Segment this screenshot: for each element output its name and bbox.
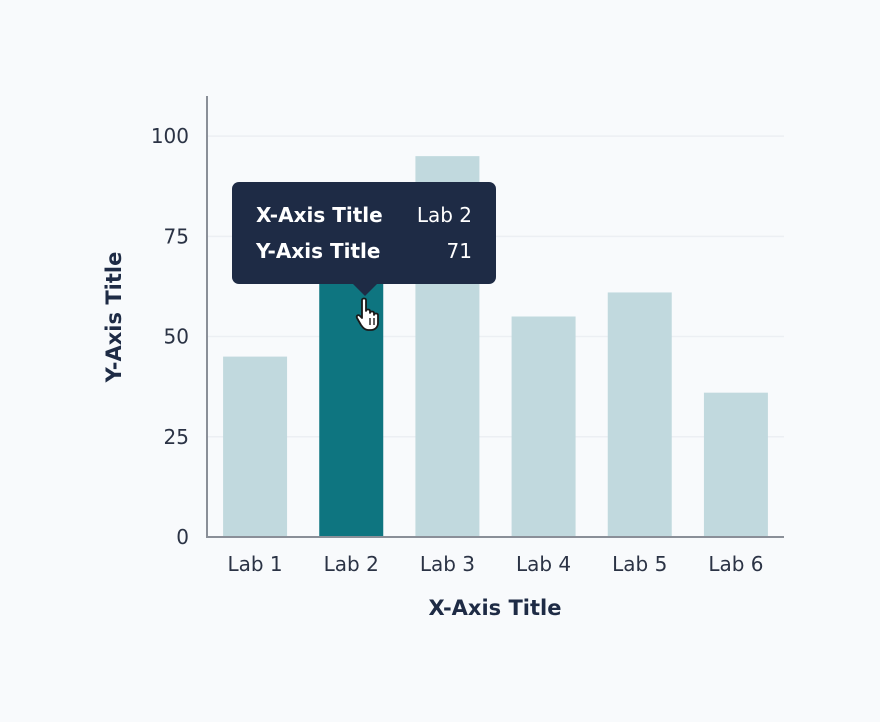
y-tick-label: 75 [164,224,189,248]
x-tick-label: Lab 5 [612,552,667,576]
bar-lab-1[interactable] [223,356,288,537]
y-tick-label: 100 [151,124,189,148]
bar-lab-4[interactable] [511,316,576,538]
tooltip-x-key: X-Axis Title [256,203,383,227]
axes [206,96,784,538]
tooltip-x-value: Lab 2 [416,203,472,227]
tooltip-y-key: Y-Axis Title [256,239,381,263]
x-axis-title: X-Axis Title [428,596,561,620]
y-tick-labels: 0 25 50 75 100 [151,124,189,549]
bar-tooltip: X-Axis Title Lab 2 Y-Axis Title 71 [232,182,496,296]
tooltip-pointer [352,283,378,296]
y-tick-label: 50 [164,325,189,349]
y-tick-label: 0 [176,525,189,549]
x-tick-label: Lab 4 [516,552,571,576]
tooltip-row-y: Y-Axis Title 71 [256,237,472,273]
tooltip-y-value: 71 [446,239,472,263]
x-tick-labels: Lab 1 Lab 2 Lab 3 Lab 4 Lab 5 Lab 6 [227,552,763,576]
x-tick-label: Lab 3 [420,552,475,576]
x-tick-label: Lab 2 [324,552,379,576]
x-tick-label: Lab 6 [708,552,763,576]
y-tick-label: 25 [164,425,189,449]
tooltip-row-x: X-Axis Title Lab 2 [256,201,472,237]
bar-lab-2[interactable] [319,252,384,537]
bar-lab-6[interactable] [703,392,768,537]
hand-pointer-icon [355,297,379,331]
y-axis-title: Y-Axis Title [102,252,126,384]
bar-lab-5[interactable] [607,292,672,537]
x-tick-label: Lab 1 [227,552,282,576]
